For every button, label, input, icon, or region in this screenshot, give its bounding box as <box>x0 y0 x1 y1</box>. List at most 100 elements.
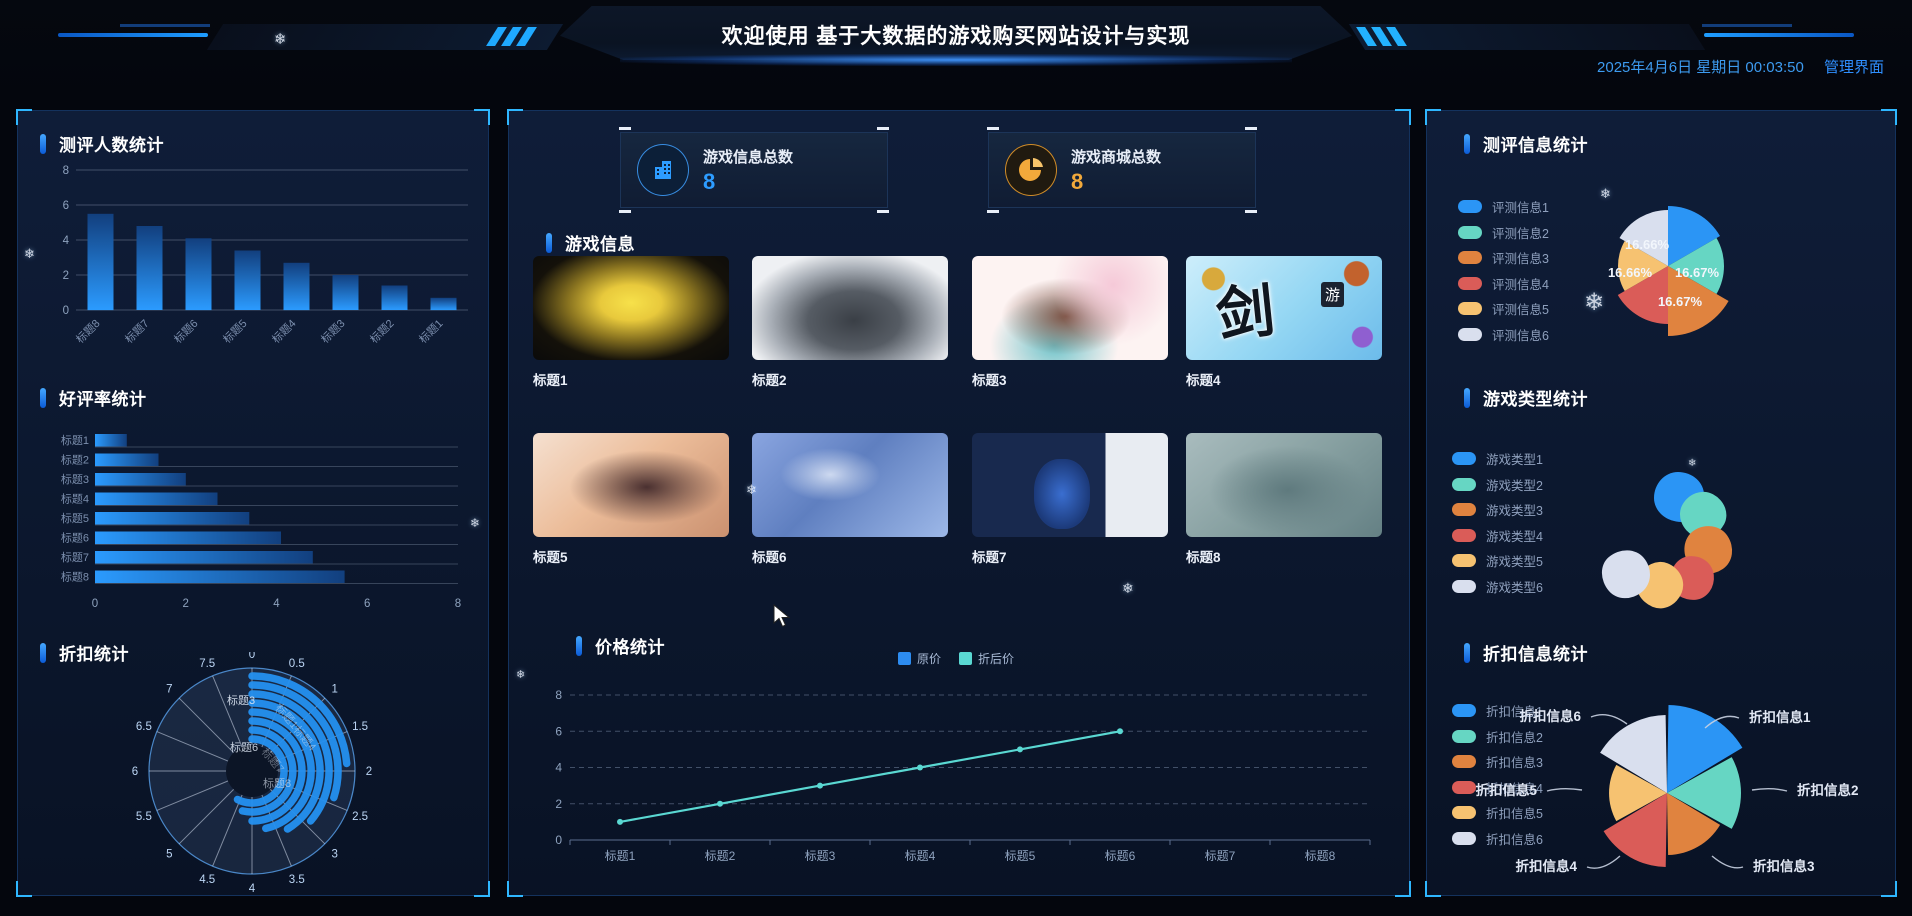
polar-bar[interactable] <box>248 699 324 833</box>
legend-item[interactable]: 游戏类型6 <box>1452 574 1543 600</box>
polar-bar[interactable] <box>248 717 306 825</box>
svg-text:标题5: 标题5 <box>61 511 89 525</box>
header-decor-line <box>120 24 210 27</box>
svg-text:标题5: 标题5 <box>1005 849 1036 863</box>
polar-bar[interactable] <box>248 690 333 825</box>
game-card[interactable]: 标题2 <box>752 256 948 389</box>
bar[interactable] <box>95 492 218 506</box>
pie-slice[interactable] <box>1603 793 1667 867</box>
polar-bar[interactable] <box>248 672 351 768</box>
bar[interactable] <box>185 238 212 311</box>
pie-slice[interactable] <box>1617 266 1668 324</box>
bar[interactable] <box>95 570 345 584</box>
game-thumbnail[interactable] <box>972 256 1168 360</box>
game-thumbnail[interactable] <box>972 433 1168 537</box>
admin-link[interactable]: 管理界面 <box>1823 59 1884 76</box>
pie-slice[interactable] <box>1618 241 1668 291</box>
snowflake-icon: ❄ <box>516 669 526 681</box>
legend-item[interactable]: 评测信息6 <box>1458 322 1549 348</box>
pie-slice[interactable] <box>1668 205 1720 266</box>
pie-slice[interactable] <box>1667 705 1743 793</box>
svg-text:标题5: 标题5 <box>220 316 250 346</box>
svg-text:16.66%: 16.66% <box>1608 265 1653 280</box>
stat-card-game-mall[interactable]: 游戏商城总数 8 <box>987 127 1257 213</box>
game-thumbnail[interactable] <box>533 256 729 360</box>
header: 欢迎使用 基于大数据的游戏购买网站设计与实现 2025年4月6日 星期日 00:… <box>0 0 1912 100</box>
legend-item[interactable]: 折扣信息6 <box>1452 826 1543 852</box>
pie-slice[interactable] <box>1667 793 1721 855</box>
polar-bar[interactable] <box>238 726 297 816</box>
legend-item[interactable]: 折扣信息4 <box>1452 775 1543 801</box>
svg-text:标题4: 标题4 <box>61 492 89 506</box>
svg-text:标题8: 标题8 <box>61 570 89 584</box>
game-card[interactable]: 标题5 <box>533 433 729 566</box>
game-thumbnail[interactable] <box>1186 433 1382 537</box>
snowflake-icon: ❄ <box>1600 186 1611 201</box>
section-title-praise-rate: 好评率统计 <box>40 385 147 410</box>
legend-item[interactable]: 游戏类型5 <box>1452 548 1543 574</box>
svg-text:0: 0 <box>92 598 98 610</box>
polar-bar[interactable] <box>233 735 288 807</box>
legend-item[interactable]: 游戏类型4 <box>1452 523 1543 549</box>
game-card[interactable]: 标题8 <box>1186 433 1382 566</box>
svg-text:标题3: 标题3 <box>805 849 836 863</box>
game-card[interactable]: 标题1 <box>533 256 729 389</box>
pie-slice[interactable] <box>1668 266 1729 336</box>
game-card[interactable]: 标题3 <box>972 256 1168 389</box>
svg-text:标题6: 标题6 <box>1105 849 1136 863</box>
datetime-text: 2025年4月6日 星期日 00:03:50 <box>1597 59 1804 76</box>
bar[interactable] <box>95 453 159 467</box>
header-decor-line <box>1702 24 1792 27</box>
bar[interactable] <box>332 275 359 310</box>
bar[interactable] <box>136 226 163 310</box>
legend-item[interactable]: 游戏类型3 <box>1452 497 1543 523</box>
game-title: 标题3 <box>972 373 1007 388</box>
polar-bar[interactable] <box>248 681 342 802</box>
game-thumbnail[interactable] <box>752 433 948 537</box>
pie-slice[interactable] <box>1667 757 1741 829</box>
pie-slice[interactable] <box>1600 715 1667 793</box>
pie-slice[interactable] <box>1668 238 1725 294</box>
bar[interactable] <box>95 434 127 447</box>
legend-item[interactable]: 评测信息1 <box>1458 194 1549 220</box>
page-title: 欢迎使用 基于大数据的游戏购买网站设计与实现 <box>721 25 1191 48</box>
game-card[interactable]: 标题7 <box>972 433 1168 566</box>
legend-item[interactable]: 评测信息3 <box>1458 245 1549 271</box>
bar[interactable] <box>95 551 313 564</box>
bar[interactable] <box>234 250 261 311</box>
bar[interactable] <box>95 512 250 525</box>
game-thumbnail[interactable]: 剑游 <box>1186 256 1382 360</box>
game-card[interactable]: 剑游标题4 <box>1186 256 1382 389</box>
svg-text:折扣信息4: 折扣信息4 <box>1515 858 1577 874</box>
legend-item[interactable]: 折扣信息3 <box>1452 749 1543 775</box>
pie-slice[interactable] <box>1609 764 1667 822</box>
polar-bar[interactable] <box>248 708 315 833</box>
game-card[interactable]: 标题6 <box>752 433 948 566</box>
legend-item[interactable]: 原价 <box>898 650 941 667</box>
svg-text:1: 1 <box>331 683 337 695</box>
legend-item[interactable]: 游戏类型2 <box>1452 472 1543 498</box>
legend-item[interactable]: 折扣信息2 <box>1452 724 1543 750</box>
bar[interactable] <box>95 473 186 486</box>
bar[interactable] <box>430 297 457 311</box>
svg-text:6: 6 <box>364 598 370 610</box>
bar[interactable] <box>381 285 408 311</box>
legend-item[interactable]: 折扣信息5 <box>1452 800 1543 826</box>
legend-item[interactable]: 评测信息4 <box>1458 271 1549 297</box>
bar[interactable] <box>283 262 310 311</box>
svg-text:2: 2 <box>183 598 189 610</box>
stat-card-game-info[interactable]: 游戏信息总数 8 <box>619 127 889 213</box>
bar[interactable] <box>95 531 281 545</box>
legend-item[interactable]: 折扣信息1 <box>1452 698 1543 724</box>
line-series[interactable] <box>619 730 1121 823</box>
legend-item[interactable]: 折后价 <box>959 650 1014 667</box>
svg-text:8: 8 <box>63 165 69 177</box>
legend-item[interactable]: 评测信息2 <box>1458 220 1549 246</box>
svg-text:折扣信息3: 折扣信息3 <box>1753 858 1815 874</box>
game-thumbnail[interactable] <box>752 256 948 360</box>
legend-item[interactable]: 游戏类型1 <box>1452 446 1543 472</box>
legend-item[interactable]: 评测信息5 <box>1458 296 1549 322</box>
pie-slice[interactable] <box>1619 210 1669 266</box>
bar[interactable] <box>87 213 114 311</box>
game-thumbnail[interactable] <box>533 433 729 537</box>
